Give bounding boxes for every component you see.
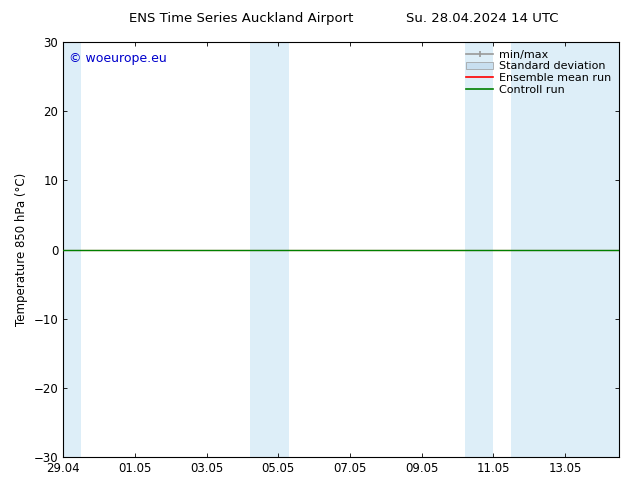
Text: © woeurope.eu: © woeurope.eu xyxy=(68,52,167,66)
Bar xyxy=(250,42,289,457)
Legend: min/max, Standard deviation, Ensemble mean run, Controll run: min/max, Standard deviation, Ensemble me… xyxy=(463,48,614,97)
Bar xyxy=(60,42,81,457)
Bar xyxy=(465,42,493,457)
Y-axis label: Temperature 850 hPa (°C): Temperature 850 hPa (°C) xyxy=(15,173,28,326)
Text: Su. 28.04.2024 14 UTC: Su. 28.04.2024 14 UTC xyxy=(406,12,558,25)
Bar xyxy=(512,42,623,457)
Text: ENS Time Series Auckland Airport: ENS Time Series Auckland Airport xyxy=(129,12,353,25)
